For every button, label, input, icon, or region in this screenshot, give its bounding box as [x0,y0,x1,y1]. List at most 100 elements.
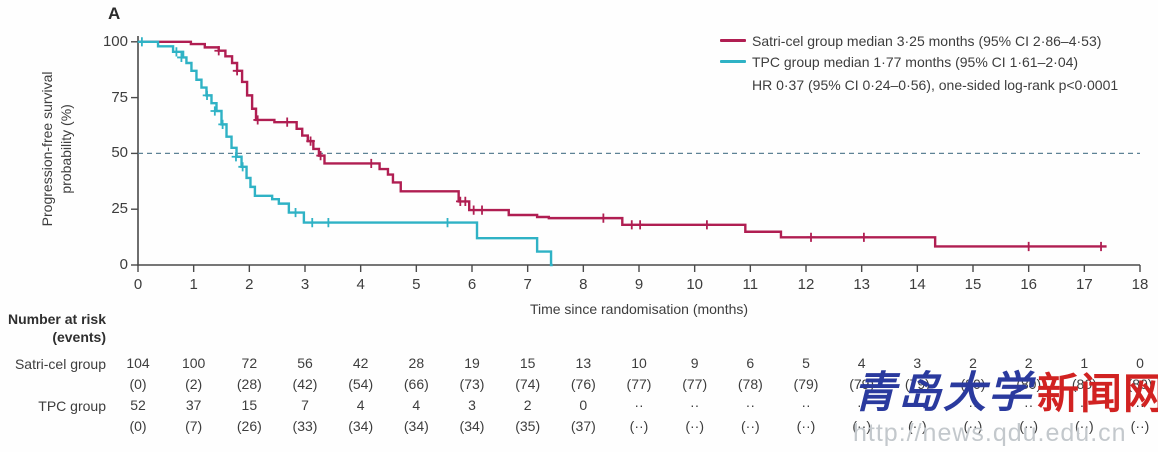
risk-events-cell: (0) [129,376,147,392]
risk-events-cell: (33) [292,418,318,434]
risk-at-risk-cell: ·· [1079,397,1089,413]
watermark: 青岛大学 新闻网 http://news.qdu.edu.cn [853,372,1158,446]
risk-events-cell: (66) [403,376,429,392]
risk-events-cell: (80) [960,376,986,392]
watermark-text: 青岛大学 新闻网 [853,372,1158,415]
hr-annotation: HR 0·37 (95% CI 0·24–0·56), one-sided lo… [752,76,1119,93]
risk-at-risk-cell: ·· [912,397,922,413]
risk-at-risk-cell: 3 [468,397,476,413]
censor-mark [202,90,212,100]
x-tick-label: 13 [853,276,870,293]
x-tick-label: 18 [1131,276,1149,293]
risk-at-risk-cell: 28 [408,355,425,371]
x-tick-label: 4 [356,276,365,293]
risk-at-risk-cell: ·· [801,397,811,413]
x-tick-label: 11 [742,276,759,293]
risk-at-risk-cell: 72 [241,355,258,371]
risk-events-cell: (34) [348,418,374,434]
censor-mark [635,220,645,230]
x-tick-label: 3 [300,276,310,293]
censor-mark [218,119,227,129]
risk-events-cell: (··) [908,418,927,434]
watermark-text-blue: 青岛大学 [853,368,1033,418]
watermark-text-red: 新闻网 [1037,369,1158,418]
risk-table-header: Number at risk [7,311,106,327]
risk-events-cell: (35) [515,418,541,434]
watermark-url: http://news.qdu.edu.cn [853,419,1127,447]
y-axis-title-line1: Progression-free survival [39,71,56,227]
x-tick-label: 9 [634,276,644,293]
risk-events-cell: (73) [459,376,485,392]
legend-label-satri-cel: Satri-cel group median 3·25 months (95% … [752,32,1102,49]
risk-events-cell: (··) [1019,418,1038,434]
x-tick-label: 12 [797,276,815,293]
risk-events-cell: (28) [236,376,262,392]
censor-mark [232,66,242,76]
risk-at-risk-cell: 7 [301,397,309,413]
satri-cel-group-curve [138,40,1107,248]
risk-events-cell: (2) [185,376,203,392]
risk-at-risk-cell: 19 [464,355,480,371]
censor-mark [177,52,186,63]
risk-events-cell: (77) [682,376,708,392]
risk-at-risk-cell: ·· [968,397,978,413]
risk-at-risk-cell: 5 [802,355,810,371]
risk-at-risk-cell: ·· [1023,397,1034,413]
legend-item-tpc: TPC group median 1·77 months (95% CI 1·6… [720,51,1118,72]
censor-mark [366,158,376,169]
satri-cel-line-swatch [720,39,746,42]
risk-at-risk-cell: 13 [575,355,592,371]
risk-events-cell: (78) [737,376,763,392]
legend-item-satri-cel: Satri-cel group median 3·25 months (95% … [720,30,1118,51]
y-tick-label: 50 [111,144,128,162]
risk-at-risk-cell: ·· [689,397,700,413]
risk-events-cell: (79) [793,376,819,392]
risk-events-cell: (··) [1075,418,1094,434]
risk-at-risk-cell: 0 [1136,355,1144,371]
risk-at-risk-cell: 4 [857,355,866,371]
censor-mark [307,217,317,228]
risk-events-cell: (79) [849,376,875,392]
censor-mark [282,117,292,127]
y-axis-title: Progression-free survival probability (%… [38,29,76,269]
x-tick-label: 10 [686,276,703,293]
risk-at-risk-cell: 6 [746,355,755,371]
risk-events-cell: (37) [570,418,596,434]
risk-at-risk-cell: 2 [969,355,977,371]
risk-events-cell: (··) [741,418,760,434]
risk-at-risk-cell: 1 [1080,355,1089,371]
risk-at-risk-cell: 104 [126,355,150,371]
panel-label: A [108,4,121,23]
x-tick-label: 7 [523,276,532,293]
censor-mark [599,213,608,223]
risk-at-risk-cell: 2 [523,397,532,413]
legend: Satri-cel group median 3·25 months (95% … [720,30,1118,95]
risk-events-cell: (79) [904,376,930,392]
risk-at-risk-cell: ·· [1135,397,1145,413]
risk-at-risk-cell: 10 [631,355,647,371]
x-tick-label: 15 [964,276,982,293]
censor-mark [253,115,262,125]
risk-events-cell: (··) [852,418,871,434]
risk-events-cell: (7) [185,418,203,434]
censor-mark [306,136,315,146]
censor-mark [291,207,300,218]
x-axis-title: Time since randomisation (months) [529,301,749,317]
legend-label-tpc: TPC group median 1·77 months (95% CI 1·6… [752,53,1079,70]
risk-at-risk-cell: ·· [745,397,755,413]
x-tick-label: 5 [412,276,421,293]
censor-mark [214,46,224,56]
risk-at-risk-cell: 4 [356,397,365,413]
risk-at-risk-cell: 0 [579,397,588,413]
risk-events-cell: (34) [459,418,485,434]
censor-mark [1024,241,1033,252]
risk-row-label-satri-cel: Satri-cel group [14,356,106,372]
risk-events-cell: (0) [129,418,147,434]
censor-mark [806,232,816,242]
censor-mark [172,47,181,57]
risk-at-risk-cell: 2 [1024,355,1033,371]
risk-events-cell: (··) [629,418,649,434]
x-tick-label: 17 [1075,276,1093,293]
risk-events-cell: (80) [1127,376,1153,392]
